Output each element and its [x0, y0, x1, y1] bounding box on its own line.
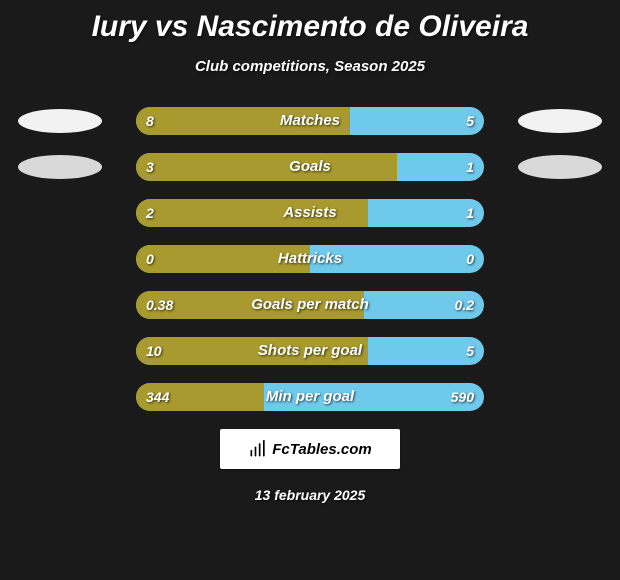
stat-value-left: 2 [146, 199, 154, 227]
fctables-logo-icon [248, 439, 268, 459]
stat-value-right: 590 [451, 383, 474, 411]
date-label: 13 february 2025 [0, 487, 620, 503]
stat-bar: 85Matches [136, 107, 484, 135]
stat-value-right: 0.2 [455, 291, 474, 319]
watermark-text: FcTables.com [272, 441, 371, 458]
stat-bar-left [136, 337, 368, 365]
stat-value-right: 1 [466, 153, 474, 181]
stat-bar: 105Shots per goal [136, 337, 484, 365]
stat-value-right: 1 [466, 199, 474, 227]
stat-bar-left [136, 199, 368, 227]
stat-row: 21Assists [0, 199, 620, 227]
stat-value-right: 5 [466, 107, 474, 135]
player-left-badge [18, 155, 102, 179]
stat-value-right: 5 [466, 337, 474, 365]
player-right-badge [518, 109, 602, 133]
stat-value-left: 10 [146, 337, 162, 365]
stat-row: 00Hattricks [0, 245, 620, 273]
stat-bar-left [136, 245, 310, 273]
page-title: Iury vs Nascimento de Oliveira [0, 0, 620, 44]
stat-bar: 21Assists [136, 199, 484, 227]
stat-value-right: 0 [466, 245, 474, 273]
stat-value-left: 0.38 [146, 291, 173, 319]
stat-bar-left [136, 153, 397, 181]
subtitle: Club competitions, Season 2025 [0, 58, 620, 75]
stat-row: 0.380.2Goals per match [0, 291, 620, 319]
stat-value-left: 8 [146, 107, 154, 135]
stat-row: 31Goals [0, 153, 620, 181]
watermark-badge[interactable]: FcTables.com [220, 429, 400, 469]
stat-row: 105Shots per goal [0, 337, 620, 365]
stat-value-left: 344 [146, 383, 169, 411]
player-left-badge [18, 109, 102, 133]
stat-bar: 31Goals [136, 153, 484, 181]
stat-row: 85Matches [0, 107, 620, 135]
stat-value-left: 3 [146, 153, 154, 181]
stat-value-left: 0 [146, 245, 154, 273]
stat-bar: 0.380.2Goals per match [136, 291, 484, 319]
stat-bar: 00Hattricks [136, 245, 484, 273]
stat-bar: 344590Min per goal [136, 383, 484, 411]
stat-row: 344590Min per goal [0, 383, 620, 411]
comparison-chart: 85Matches31Goals21Assists00Hattricks0.38… [0, 107, 620, 411]
stat-bar-left [136, 107, 350, 135]
player-right-badge [518, 155, 602, 179]
